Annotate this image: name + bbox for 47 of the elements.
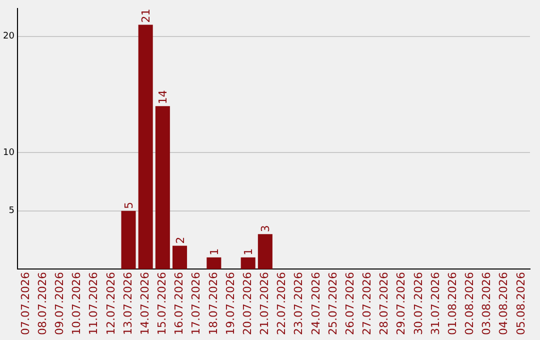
x-tick-label: 03.08.2026 (480, 272, 494, 336)
x-tick-label: 31.07.2026 (428, 272, 442, 336)
x-tick-label: 26.07.2026 (343, 272, 356, 336)
data-label: 1 (242, 248, 256, 256)
bar (155, 106, 170, 270)
x-tick-label: 25.07.2026 (326, 272, 340, 336)
bar (138, 24, 153, 270)
x-tick-label: 16.07.2026 (172, 272, 186, 336)
x-tick-label: 10.07.2026 (70, 272, 84, 336)
y-tick-label: 5 (8, 206, 14, 216)
bar (206, 257, 222, 270)
y-tick-label: 10 (3, 148, 15, 158)
bar (172, 246, 188, 270)
data-label: 3 (259, 225, 272, 232)
x-tick-label: 15.07.2026 (156, 272, 169, 336)
data-label: 21 (140, 8, 153, 23)
x-tick-label: 02.08.2026 (463, 272, 476, 336)
x-tick-label: 20.07.2026 (240, 272, 254, 336)
x-tick-label: 19.07.2026 (224, 272, 237, 336)
y-tick-label: 20 (3, 32, 15, 42)
x-tick-label: 29.07.2026 (394, 272, 408, 336)
x-tick-label: 13.07.2026 (121, 272, 134, 336)
x-tick-label: 18.07.2026 (206, 272, 220, 336)
x-tick-label: 14.07.2026 (138, 272, 152, 336)
x-tick-label: 07.07.2026 (18, 272, 32, 336)
x-tick-label: 23.07.2026 (292, 272, 306, 336)
x-tick-label: 04.08.2026 (497, 272, 510, 336)
x-tick-label: 08.07.2026 (36, 272, 49, 336)
x-tick-label: 12.07.2026 (104, 272, 118, 336)
x-tick-label: 27.07.2026 (360, 272, 374, 336)
bar (240, 257, 256, 270)
x-tick-label: 17.07.2026 (190, 272, 203, 336)
x-tick-label: 24.07.2026 (309, 272, 322, 336)
bar (258, 234, 272, 270)
x-tick-label: 21.07.2026 (258, 272, 272, 336)
x-tick-label: 09.07.2026 (53, 272, 66, 336)
x-tick-label: 11.07.2026 (87, 272, 100, 336)
x-tick-label: 28.07.2026 (378, 272, 391, 336)
x-tick-label: 22.07.2026 (275, 272, 288, 336)
data-label: 14 (156, 90, 170, 104)
data-label: 2 (174, 236, 187, 244)
data-label: 1 (208, 248, 221, 256)
x-tick-label: 01.08.2026 (446, 272, 459, 336)
x-tick-label: 05.08.2026 (514, 272, 528, 336)
data-label: 5 (122, 202, 136, 209)
x-tick-label: 30.07.2026 (412, 272, 425, 336)
bar (121, 210, 136, 270)
